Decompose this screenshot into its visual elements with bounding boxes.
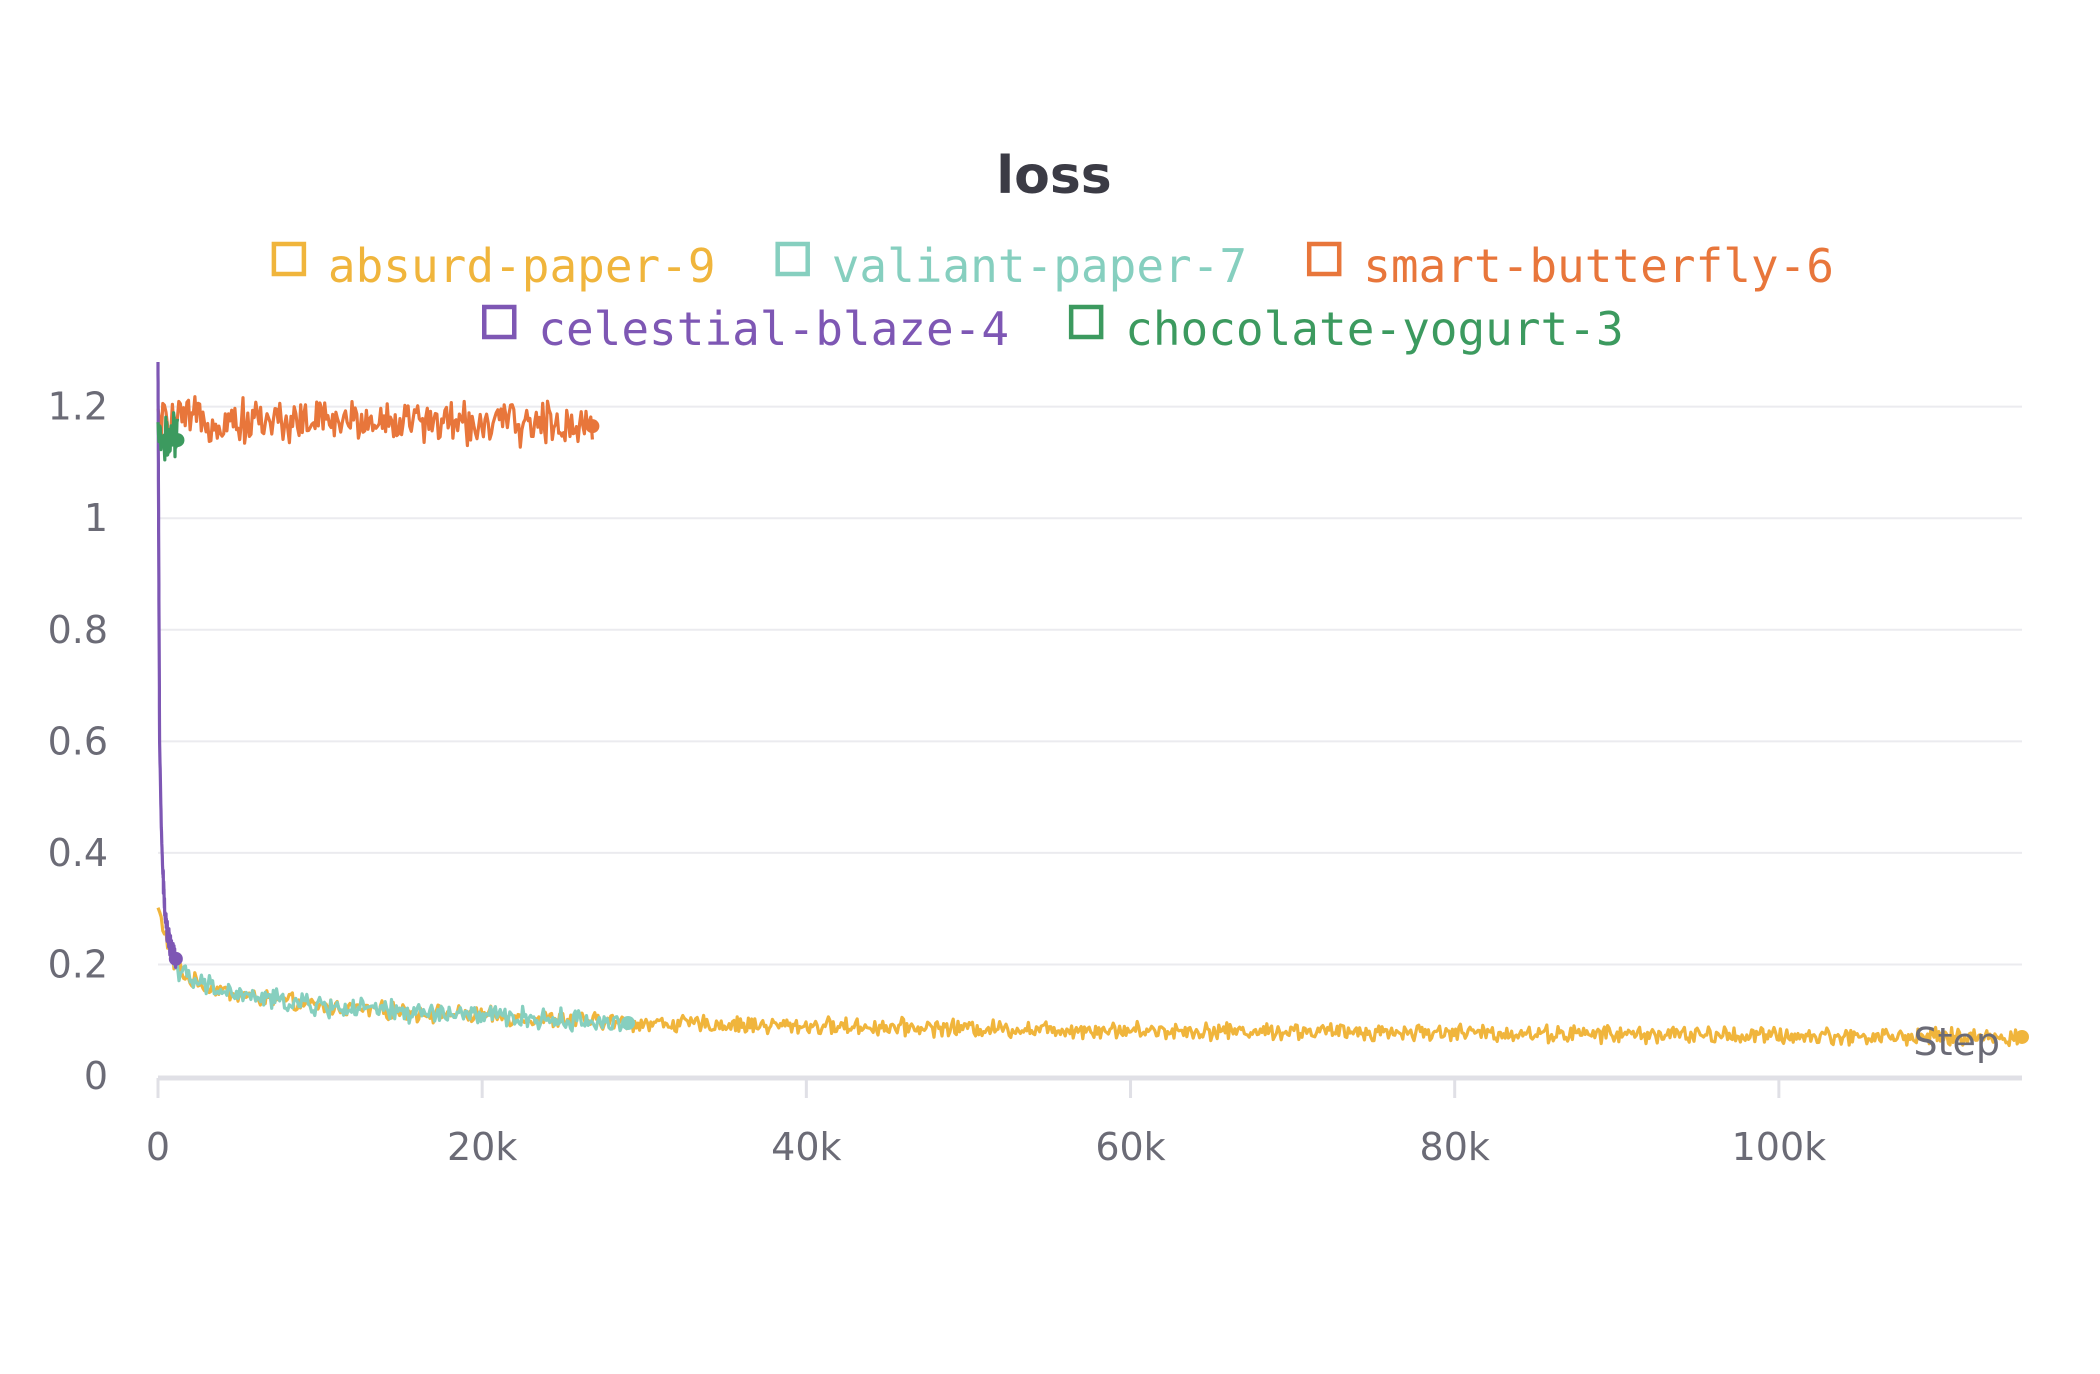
legend-label: celestial-blaze-4 [538,302,1009,356]
x-axis-label: Step [1913,1020,2000,1064]
chart-title: loss [996,146,1111,206]
y-tick-label: 1 [84,496,108,540]
series-endpoint-chocolate-yogurt-3 [170,433,185,448]
legend-label: chocolate-yogurt-3 [1125,302,1624,356]
axes [156,1075,2022,1098]
legend-swatch [1068,304,1104,340]
legend-label: absurd-paper-9 [328,239,716,293]
y-tick-label: 0.2 [48,942,108,986]
series-endpoint-smart-butterfly-6 [585,419,600,434]
legend-swatch [1306,241,1342,277]
x-tick-label: 80k [1420,1125,1490,1169]
legend-item-absurd-paper-9[interactable]: absurd-paper-9 [271,239,716,293]
legend-swatch [775,241,810,277]
x-tick-label: 60k [1095,1125,1165,1169]
legend-item-celestial-blaze-4[interactable]: celestial-blaze-4 [482,302,1009,356]
series-endpoint-absurd-paper-9 [2015,1029,2029,1044]
legend-label: smart-butterfly-6 [1363,239,1834,293]
x-tick-label: 0 [146,1125,170,1169]
y-tick-label: 1.2 [48,385,108,429]
legend-item-smart-butterfly-6[interactable]: smart-butterfly-6 [1306,239,1834,293]
series-line-chocolate-yogurt-3 [156,411,180,462]
y-tick-label: 0 [84,1054,108,1098]
gridlines [158,405,2022,966]
y-tick-label: 0.4 [48,831,108,875]
legend-item-valiant-paper-7[interactable]: valiant-paper-7 [775,239,1247,293]
series-line-absurd-paper-9 [156,907,2024,1048]
series-lines [156,362,2029,1048]
series-endpoint-celestial-blaze-4 [168,951,183,966]
legend: absurd-paper-9 valiant-paper-7 smart-butte… [271,239,1834,356]
x-tick-label: 40k [771,1125,841,1169]
series-endpoint-valiant-paper-7 [621,1016,636,1031]
legend-swatch [482,304,517,340]
legend-label: valiant-paper-7 [832,239,1247,293]
series-line-smart-butterfly-6 [156,395,594,449]
x-tick-label: 20k [447,1125,517,1169]
series-line-valiant-paper-7 [172,963,630,1033]
x-tick-label: 100k [1732,1125,1827,1169]
y-tick-label: 0.8 [48,608,108,652]
legend-swatch [271,241,307,277]
series-line-celestial-blaze-4 [156,362,178,969]
y-tick-label: 0.6 [48,719,108,763]
legend-item-chocolate-yogurt-3[interactable]: chocolate-yogurt-3 [1068,302,1624,356]
tick-labels: 0 0.2 0.4 0.6 0.8 1 1.2 0 20k 40k 60k 80k 100k [48,385,1827,1169]
